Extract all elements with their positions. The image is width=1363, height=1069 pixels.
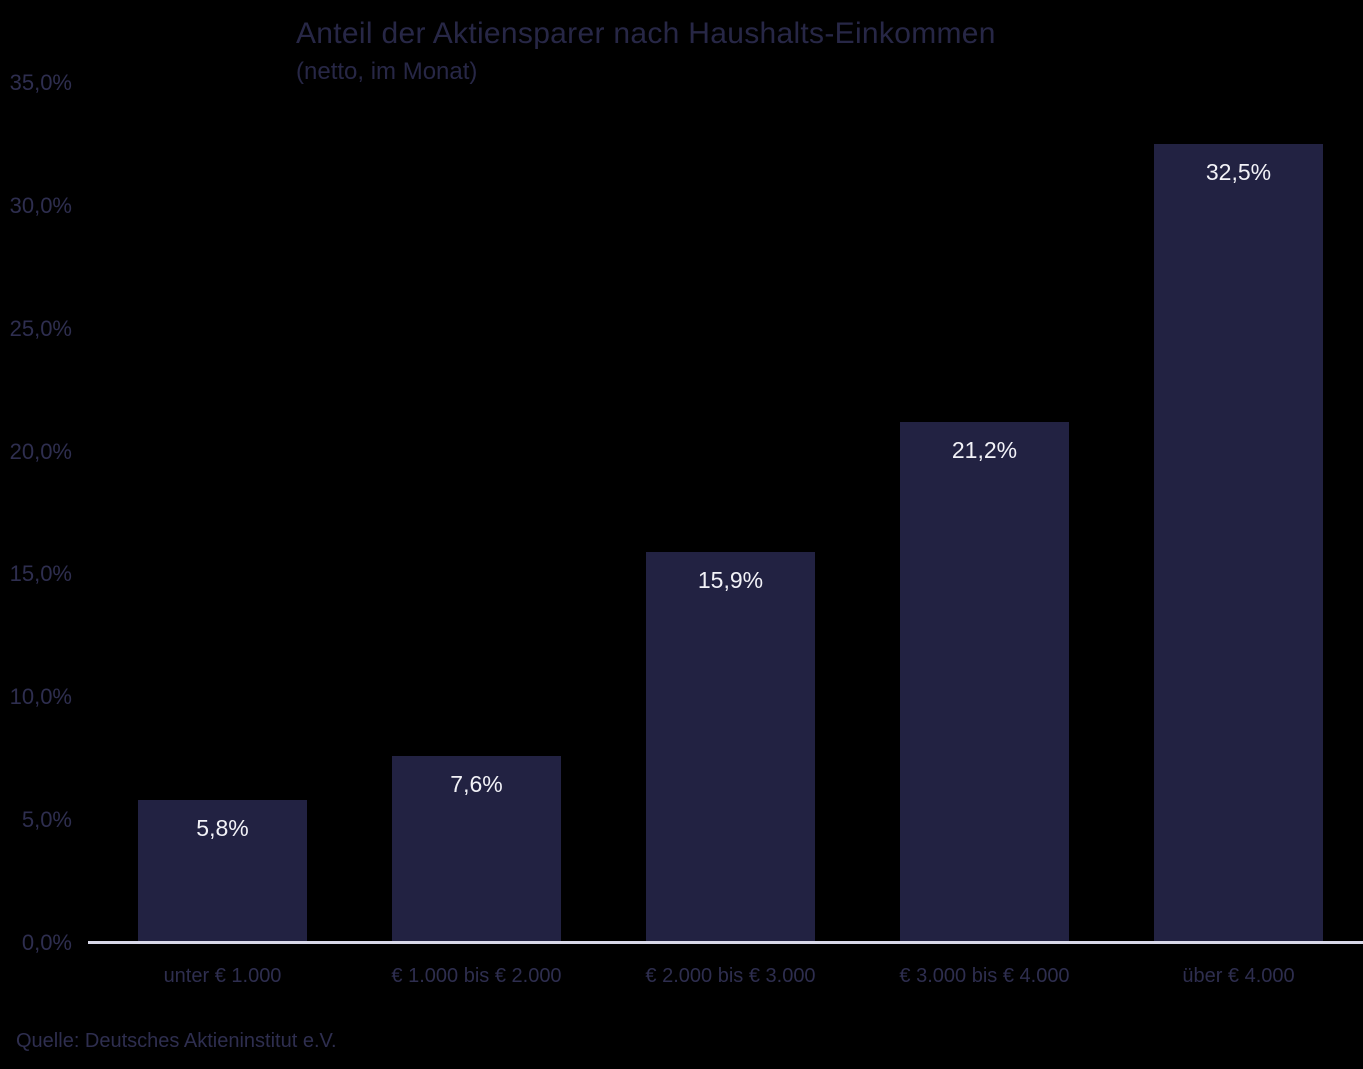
x-axis-category-label: € 3.000 bis € 4.000 <box>899 965 1070 987</box>
bar-value-label: 21,2% <box>951 437 1018 464</box>
chart-title: Anteil der Aktiensparer nach Haushalts-E… <box>296 17 996 50</box>
bar-value-label: 7,6% <box>450 771 503 798</box>
x-axis-category-label: € 2.000 bis € 3.000 <box>645 965 816 987</box>
bar: 7,6% <box>392 756 561 943</box>
bar: 15,9% <box>646 552 815 943</box>
y-axis-tick-label: 15,0% <box>9 561 72 587</box>
bar-value-label: 32,5% <box>1205 159 1272 186</box>
x-axis-category-label: € 1.000 bis € 2.000 <box>391 965 562 987</box>
x-axis-line <box>88 941 1363 944</box>
y-axis-tick-label: 25,0% <box>9 315 72 341</box>
bar-value-label: 15,9% <box>697 567 764 594</box>
bar: 5,8% <box>138 800 307 943</box>
bar-value-label: 5,8% <box>196 815 249 842</box>
bar: 21,2% <box>900 422 1069 943</box>
y-axis-tick-label: 0,0% <box>21 930 72 955</box>
y-axis-tick-label: 10,0% <box>9 684 72 710</box>
y-axis-tick-label: 35,0% <box>9 70 72 95</box>
x-axis-category-label: über € 4.000 <box>1182 965 1295 987</box>
y-axis-tick-label: 30,0% <box>9 192 72 218</box>
y-axis-tick-label: 5,0% <box>21 807 72 833</box>
chart-title-block: Anteil der Aktiensparer nach Haushalts-E… <box>296 16 996 86</box>
y-axis-tick-label: 20,0% <box>9 438 72 464</box>
source-note: Quelle: Deutsches Aktieninstitut e.V. <box>16 1030 337 1052</box>
x-axis-category-label: unter € 1.000 <box>163 965 282 987</box>
chart-subtitle: (netto, im Monat) <box>296 58 478 85</box>
bar: 32,5% <box>1154 144 1323 943</box>
